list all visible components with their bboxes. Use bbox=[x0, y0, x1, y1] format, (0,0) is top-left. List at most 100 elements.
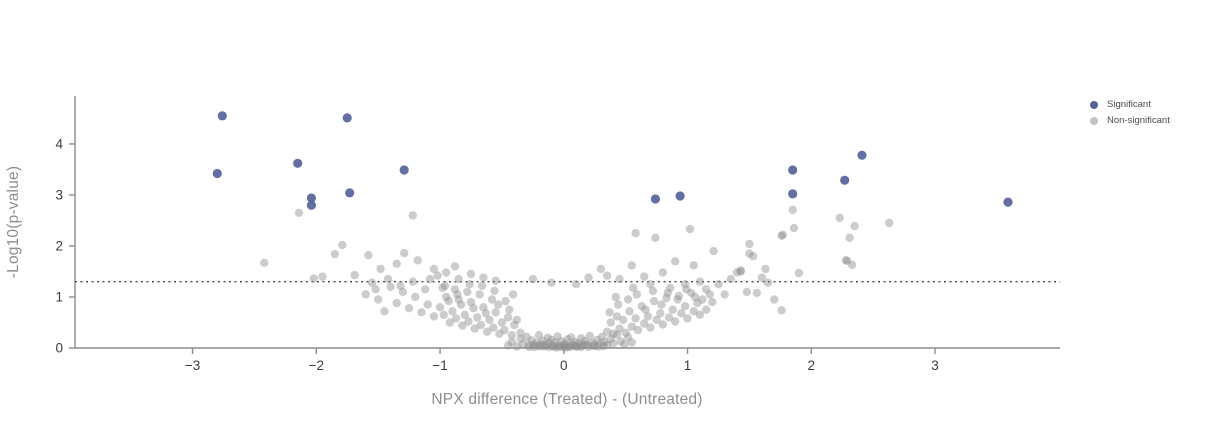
scatter-point-significant bbox=[345, 188, 355, 198]
scatter-point-nonsignificant bbox=[845, 233, 854, 242]
scatter-point-nonsignificant bbox=[417, 308, 426, 317]
scatter-point-nonsignificant bbox=[376, 264, 385, 274]
scatter-point-nonsignificant bbox=[580, 340, 589, 350]
scatter-point-nonsignificant bbox=[658, 268, 667, 277]
scatter-point-nonsignificant bbox=[632, 290, 641, 299]
x-tick-label: −3 bbox=[185, 358, 200, 373]
y-tick-label: 1 bbox=[55, 289, 63, 304]
scatter-point-nonsignificant bbox=[338, 240, 347, 250]
scatter-point-nonsignificant bbox=[752, 288, 761, 298]
legend-label-significant: Significant bbox=[1107, 99, 1151, 110]
scatter-point-nonsignificant bbox=[794, 268, 804, 278]
scatter-point-nonsignificant bbox=[555, 342, 565, 352]
scatter-point-nonsignificant bbox=[757, 273, 766, 282]
x-tick-label: 1 bbox=[684, 358, 692, 373]
scatter-point-nonsignificant bbox=[627, 322, 636, 331]
scatter-point-nonsignificant bbox=[640, 319, 649, 328]
scatter-point-nonsignificant bbox=[491, 308, 500, 317]
scatter-point-nonsignificant bbox=[612, 330, 622, 339]
scatter-point-nonsignificant bbox=[657, 300, 666, 309]
scatter-point-nonsignificant bbox=[652, 315, 661, 325]
legend-swatch-nonsignificant-icon bbox=[1090, 116, 1098, 125]
scatter-point-nonsignificant bbox=[621, 328, 630, 337]
scatter-point-nonsignificant bbox=[748, 252, 758, 261]
legend-item-nonsignificant: Non-significant bbox=[1090, 115, 1170, 126]
scatter-point-nonsignificant bbox=[625, 307, 634, 316]
scatter-point-nonsignificant bbox=[614, 300, 623, 309]
scatter-point-nonsignificant bbox=[489, 323, 498, 332]
scatter-point-nonsignificant bbox=[843, 256, 852, 265]
scatter-point-nonsignificant bbox=[788, 205, 797, 214]
scatter-point-nonsignificant bbox=[371, 285, 380, 294]
scatter-point-nonsignificant bbox=[637, 302, 646, 311]
scatter-point-nonsignificant bbox=[687, 288, 696, 298]
scatter-point-nonsignificant bbox=[668, 305, 677, 314]
scatter-point-nonsignificant bbox=[683, 314, 692, 323]
scatter-point-nonsignificant bbox=[778, 230, 787, 239]
scatter-point-nonsignificant bbox=[594, 342, 603, 351]
scatter-point-nonsignificant bbox=[479, 303, 488, 312]
scatter-point-nonsignificant bbox=[599, 341, 608, 351]
scatter-point-nonsignificant bbox=[528, 274, 538, 284]
scatter-point-significant bbox=[306, 193, 316, 203]
scatter-point-nonsignificant bbox=[481, 309, 490, 318]
scatter-point-significant bbox=[293, 158, 303, 168]
scatter-point-nonsignificant bbox=[572, 280, 581, 289]
scatter-point-nonsignificant bbox=[602, 327, 612, 336]
scatter-point-nonsignificant bbox=[404, 304, 414, 313]
scatter-point-nonsignificant bbox=[633, 325, 643, 335]
scatter-point-nonsignificant bbox=[714, 280, 723, 289]
scatter-point-nonsignificant bbox=[490, 286, 499, 296]
scatter-point-nonsignificant bbox=[631, 314, 640, 323]
scatter-point-significant bbox=[1003, 197, 1013, 207]
scatter-point-nonsignificant bbox=[460, 310, 469, 319]
scatter-point-nonsignificant bbox=[680, 280, 690, 289]
scatter-point-nonsignificant bbox=[491, 276, 500, 285]
scatter-point-nonsignificant bbox=[400, 248, 409, 258]
x-tick-label: 3 bbox=[931, 358, 939, 373]
scatter-point-nonsignificant bbox=[597, 332, 607, 341]
scatter-point-nonsignificant bbox=[398, 287, 408, 297]
scatter-point-nonsignificant bbox=[541, 341, 550, 351]
scatter-points bbox=[212, 111, 1013, 352]
scatter-point-nonsignificant bbox=[662, 293, 671, 303]
scatter-point-nonsignificant bbox=[835, 213, 844, 223]
scatter-point-nonsignificant bbox=[475, 290, 484, 299]
scatter-point-nonsignificant bbox=[602, 340, 612, 350]
scatter-point-nonsignificant bbox=[485, 315, 494, 325]
scatter-point-nonsignificant bbox=[673, 295, 682, 304]
y-tick-label: 0 bbox=[55, 341, 63, 356]
scatter-point-nonsignificant bbox=[695, 277, 705, 286]
scatter-point-nonsignificant bbox=[708, 297, 717, 307]
y-tick-label: 4 bbox=[55, 136, 63, 151]
x-tick-label: 2 bbox=[808, 358, 816, 373]
scatter-point-nonsignificant bbox=[507, 331, 516, 340]
scatter-point-nonsignificant bbox=[524, 342, 534, 352]
scatter-point-nonsignificant bbox=[615, 324, 624, 333]
scatter-point-nonsignificant bbox=[584, 342, 593, 352]
scatter-point-nonsignificant bbox=[693, 298, 702, 308]
scatter-point-nonsignificant bbox=[559, 341, 568, 350]
scatter-point-nonsignificant bbox=[761, 264, 770, 274]
scatter-point-nonsignificant bbox=[450, 285, 460, 294]
scatter-point-nonsignificant bbox=[701, 285, 711, 294]
scatter-point-nonsignificant bbox=[595, 339, 604, 349]
scatter-point-nonsignificant bbox=[572, 342, 581, 351]
scatter-point-nonsignificant bbox=[463, 287, 472, 297]
scatter-point-significant bbox=[675, 191, 685, 201]
scatter-point-nonsignificant bbox=[386, 282, 395, 291]
scatter-point-nonsignificant bbox=[745, 239, 754, 249]
scatter-point-nonsignificant bbox=[544, 339, 554, 348]
scatter-point-nonsignificant bbox=[569, 341, 578, 350]
scatter-point-significant bbox=[306, 200, 316, 210]
scatter-point-nonsignificant bbox=[847, 260, 857, 270]
scatter-point-nonsignificant bbox=[503, 341, 513, 350]
scatter-point-nonsignificant bbox=[529, 340, 539, 350]
scatter-point-nonsignificant bbox=[518, 339, 528, 349]
scatter-point-nonsignificant bbox=[609, 339, 618, 348]
scatter-point-nonsignificant bbox=[736, 267, 745, 276]
scatter-point-nonsignificant bbox=[589, 341, 598, 350]
scatter-point-nonsignificant bbox=[466, 297, 476, 307]
scatter-point-nonsignificant bbox=[726, 274, 735, 284]
